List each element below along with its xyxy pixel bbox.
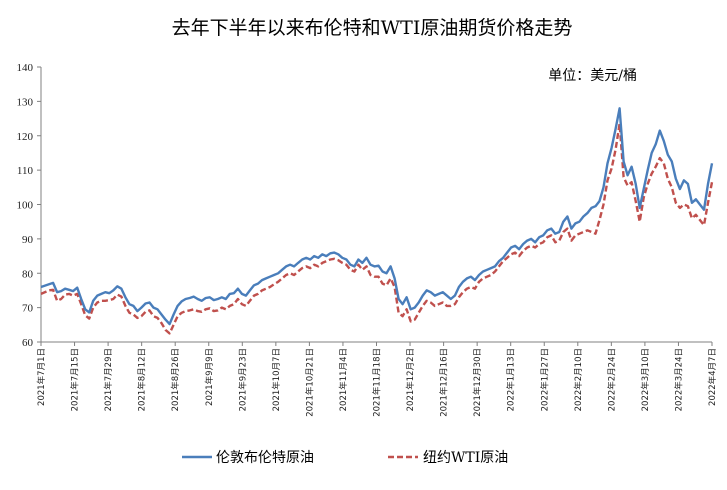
- y-tick-label: 110: [17, 165, 34, 177]
- y-tick-label: 80: [22, 268, 34, 280]
- x-tick-label: 2021年9月23日: [237, 348, 248, 411]
- x-tick-label: 2021年12月30日: [472, 348, 483, 417]
- x-tick-label: 2022年2月10日: [573, 348, 584, 411]
- y-tick-label: 70: [22, 303, 34, 315]
- series-layer: [40, 107, 714, 335]
- brent-series-line: [40, 107, 714, 326]
- x-tick-label: 2021年12月16日: [439, 348, 450, 417]
- x-tick-label: 2021年11月18日: [372, 348, 383, 417]
- y-tick-label: 100: [17, 200, 34, 212]
- y-tick-label: 60: [22, 337, 34, 349]
- x-tick-label: 2022年1月13日: [506, 348, 517, 411]
- x-tick-label: 2022年4月7日: [707, 348, 718, 406]
- y-tick-label: 130: [17, 96, 34, 108]
- y-tick-label: 120: [17, 131, 34, 143]
- legend-brent-label: 伦敦布伦特原油: [216, 450, 314, 466]
- x-tick-label: 2021年7月15日: [70, 348, 81, 411]
- axes: 60 70 80 90 100 110 120 130 140 2021年7月1日 2021年7月1…: [17, 62, 719, 417]
- x-tick-label: 2022年3月10日: [640, 348, 651, 411]
- x-tick-label: 2021年11月4日: [338, 348, 349, 411]
- x-tick-label: 2022年1月27日: [539, 348, 550, 411]
- x-tick-label: 2021年8月26日: [170, 348, 181, 411]
- x-tick-label: 2021年10月21日: [304, 348, 315, 417]
- y-tick-label: 140: [17, 62, 34, 74]
- y-tick-label: 90: [22, 234, 34, 246]
- legend-wti-label: 纽约WTI原油: [423, 450, 508, 466]
- x-tick-label: 2022年3月24日: [673, 348, 684, 411]
- x-tick-label: 2021年7月29日: [103, 348, 114, 411]
- x-tick-label: 2021年9月9日: [204, 348, 215, 406]
- x-tick-label: 2021年10月7日: [271, 348, 282, 411]
- x-tick-label: 2021年12月2日: [405, 348, 416, 411]
- x-tick-label: 2021年8月12日: [137, 348, 148, 411]
- x-tick-label: 2021年7月1日: [36, 348, 47, 406]
- unit-label: 单位：美元/桶: [548, 68, 637, 84]
- wti-series-line: [40, 122, 714, 335]
- x-tick-label: 2022年2月24日: [606, 348, 617, 411]
- chart-title: 去年下半年以来布伦特和WTI原油期货价格走势: [172, 17, 573, 39]
- legend: 伦敦布伦特原油 纽约WTI原油: [182, 450, 508, 466]
